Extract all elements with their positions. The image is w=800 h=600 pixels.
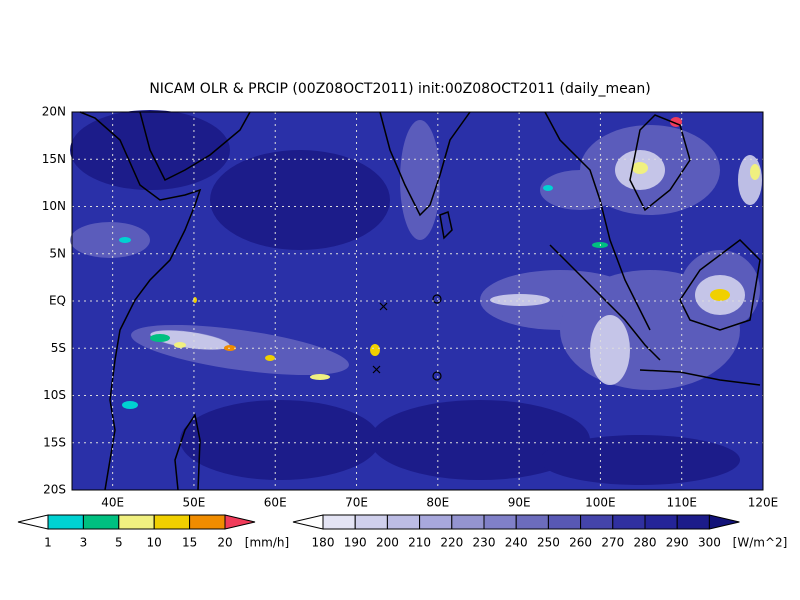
colorbar-arrow [17,514,49,530]
colorbar-unit: [mm/h] [245,536,289,550]
colorbar-label: 290 [666,536,689,550]
lat-label: 15S [43,435,66,449]
lon-label: 120E [748,496,779,510]
colorbar-arrow [224,514,256,530]
map-title: NICAM OLR & PRCIP (00Z08OCT2011) init:00… [149,81,650,97]
colorbar-box [483,514,517,530]
colorbar-box [153,514,191,530]
lon-label: 100E [585,496,616,510]
map-frame [71,111,764,491]
colorbar-unit: [W/m^2] [733,536,788,550]
colorbar-box [82,514,120,530]
colorbar-label: 280 [634,536,657,550]
colorbar-label: 210 [408,536,431,550]
lat-label: 5S [51,341,66,355]
lat-label: 10S [43,388,66,402]
colorbar-box [386,514,421,530]
colorbar-label: 230 [473,536,496,550]
colorbar-label: 15 [182,536,197,550]
colorbar-label: 200 [376,536,399,550]
colorbar-box [676,514,710,530]
colorbar-arrow [708,514,740,530]
lon-label: 50E [183,496,206,510]
colorbar-label: 240 [505,536,528,550]
lon-label: 110E [666,496,697,510]
colorbar-label: 20 [217,536,232,550]
axis-labels: 40E 50E 60E 70E 80E 90E 100E 110E 120E 20N 15N 10N 5… [42,105,779,510]
lat-label: EQ [49,294,66,308]
lon-label: 70E [345,496,368,510]
colorbar-label: 5 [115,536,123,550]
colorbar-box [644,514,678,530]
colorbar-box [354,514,388,530]
lat-label: 20N [42,105,66,119]
lon-label: 40E [101,496,124,510]
lat-label: 5N [49,246,66,260]
colorbar-box [118,514,155,530]
colorbar-box [612,514,646,530]
colorbar-box [547,514,582,530]
colorbar-label: 190 [344,536,367,550]
lon-label: 80E [426,496,449,510]
colorbar-label: 270 [601,536,624,550]
clear-sky-regions [70,110,740,485]
colorbar-box [451,514,485,530]
lat-label: 20S [43,483,66,497]
colorbar-label: 10 [147,536,162,550]
colorbar-box [322,514,356,530]
colorbar-label: 180 [312,536,335,550]
colorbar-label: 1 [44,536,52,550]
colorbar-arrow [292,514,324,530]
colorbar-box [515,514,549,530]
colorbar-box [189,514,226,530]
colorbar-label: 220 [440,536,463,550]
lon-label: 60E [264,496,287,510]
colorbar-label: 300 [698,536,721,550]
lon-label: 90E [508,496,531,510]
coastlines [79,111,761,491]
colorbar-box [47,514,84,530]
map-area [70,110,764,491]
precip-spots [119,117,760,409]
colorbar-box [580,514,614,530]
colorbar-box [419,514,453,530]
colorbar-label: 3 [80,536,88,550]
colorbars: 1 3 5 10 15 20 [mm/h] 180 190 200 210 220 230 240 250 2… [17,514,788,550]
station-markers [372,294,442,381]
colorbar-label: 260 [569,536,592,550]
lat-label: 15N [42,152,66,166]
colorbar-label: 250 [537,536,560,550]
lat-label: 10N [42,199,66,213]
